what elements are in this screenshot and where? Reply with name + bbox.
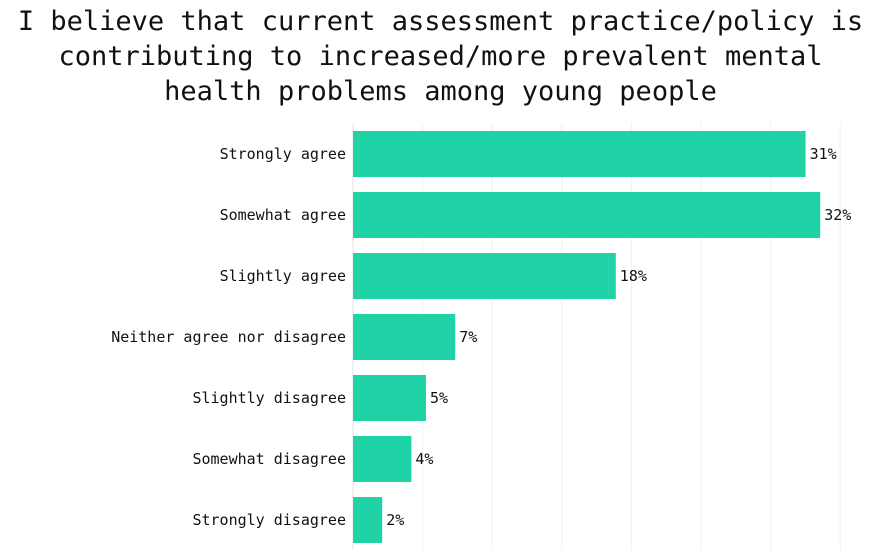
category-label: Neither agree nor disagree (111, 328, 346, 346)
bar (353, 497, 383, 543)
bar (353, 375, 426, 421)
category-label: Strongly disagree (192, 511, 346, 529)
data-label: 32% (824, 206, 851, 224)
data-label: 5% (430, 389, 448, 407)
title-line: I believe that current assessment practi… (17, 6, 864, 37)
data-label: 7% (459, 328, 477, 346)
category-label: Slightly disagree (192, 389, 346, 407)
bar (353, 192, 821, 238)
data-label: 2% (386, 511, 404, 529)
category-label: Somewhat disagree (192, 450, 346, 468)
title-line: health problems among young people (164, 76, 717, 107)
bar (353, 436, 412, 482)
bar (353, 314, 456, 360)
category-label: Slightly agree (220, 267, 346, 285)
data-label: 4% (415, 450, 433, 468)
title-line: contributing to increased/more prevalent… (58, 41, 823, 72)
bar (353, 253, 616, 299)
data-label: 18% (620, 267, 647, 285)
category-label: Strongly agree (220, 145, 346, 163)
data-label: 31% (810, 145, 837, 163)
category-label: Somewhat agree (220, 206, 346, 224)
bar (353, 131, 806, 177)
chart-title: I believe that current assessment practi… (0, 4, 881, 109)
